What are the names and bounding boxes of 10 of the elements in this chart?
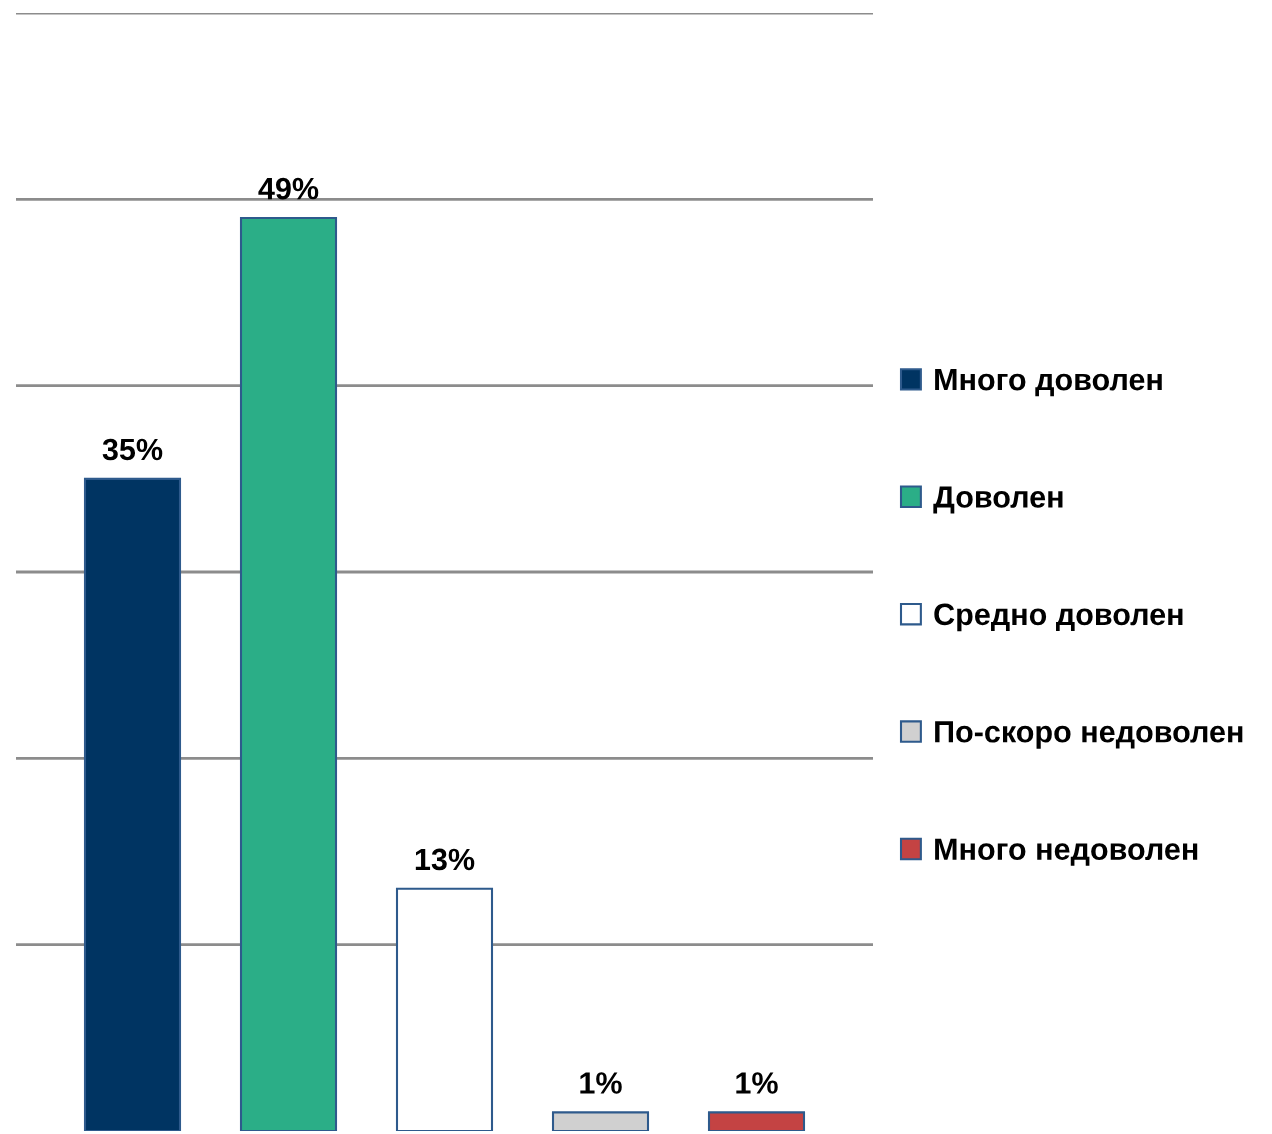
data-label: 35% — [102, 438, 163, 461]
data-label: 49% — [258, 177, 319, 200]
legend-label: Много недоволен — [935, 838, 1198, 866]
legend-label: Средно доволен — [934, 603, 1183, 632]
legend-label: Доволен — [933, 486, 1063, 514]
data-label: 13% — [415, 848, 475, 871]
data-label: 1% — [736, 1072, 778, 1094]
data-label: 1% — [580, 1072, 622, 1094]
legend-label: По-скоро недоволен — [935, 721, 1243, 749]
legend-label: Много доволен — [935, 369, 1162, 397]
